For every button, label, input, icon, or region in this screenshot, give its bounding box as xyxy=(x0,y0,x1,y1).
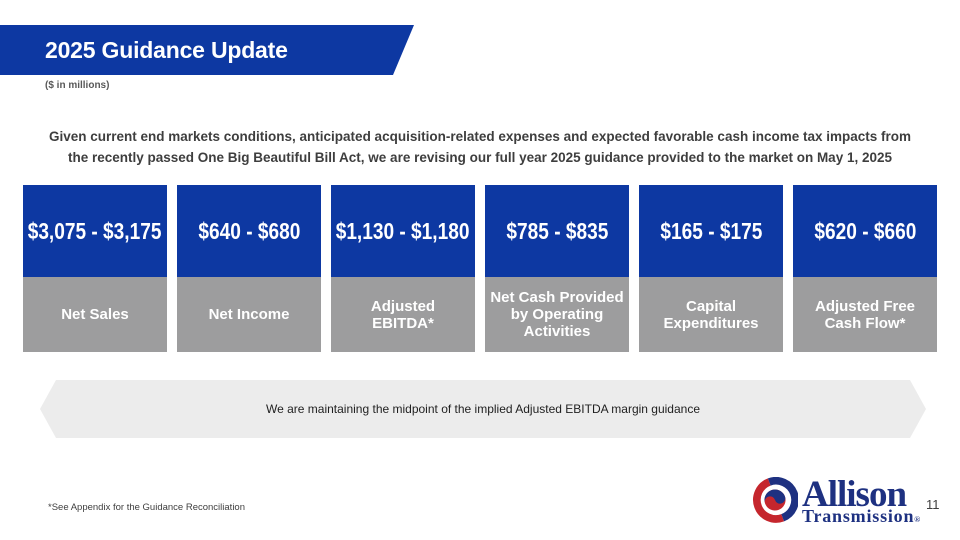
guidance-label-panel: Capital Expenditures xyxy=(639,277,783,352)
guidance-box-net-income: $640 - $680 Net Income xyxy=(177,185,321,352)
intro-paragraph: Given current end markets conditions, an… xyxy=(48,129,912,165)
guidance-metric: Net Cash Provided by Operating Activitie… xyxy=(490,289,624,340)
units-note: ($ in millions) xyxy=(45,80,110,91)
guidance-range: $3,075 - $3,175 xyxy=(28,217,162,244)
guidance-range: $785 - $835 xyxy=(506,217,608,244)
allison-emblem-icon xyxy=(753,477,798,523)
guidance-value-panel: $165 - $175 xyxy=(639,185,783,277)
guidance-metric: Capital Expenditures xyxy=(663,297,759,332)
guidance-boxes: $3,075 - $3,175 Net Sales $640 - $680 Ne… xyxy=(23,185,937,352)
guidance-label-panel: Net Income xyxy=(177,277,321,352)
guidance-box-operating-cash: $785 - $835 Net Cash Provided by Operati… xyxy=(485,185,629,352)
page-number: 11 xyxy=(926,497,940,512)
guidance-box-adjusted-ebitda: $1,130 - $1,180 Adjusted EBITDA* xyxy=(331,185,475,352)
guidance-label-panel: Adjusted EBITDA* xyxy=(331,277,475,352)
guidance-label-panel: Net Cash Provided by Operating Activitie… xyxy=(485,277,629,352)
registered-mark: ® xyxy=(914,515,921,524)
guidance-box-net-sales: $3,075 - $3,175 Net Sales xyxy=(23,185,167,352)
footnote: *See Appendix for the Guidance Reconcili… xyxy=(48,502,245,513)
guidance-box-adjusted-free-cash-flow: $620 - $660 Adjusted Free Cash Flow* xyxy=(793,185,937,352)
page-title: 2025 Guidance Update xyxy=(45,36,288,63)
callout-banner: We are maintaining the midpoint of the i… xyxy=(40,380,926,438)
guidance-value-panel: $1,130 - $1,180 xyxy=(331,185,475,277)
logo-allison-text: Allison xyxy=(802,474,907,515)
guidance-value-panel: $785 - $835 xyxy=(485,185,629,277)
callout-text: We are maintaining the midpoint of the i… xyxy=(265,402,701,416)
allison-transmission-logo: Allison Transmission® xyxy=(752,476,920,525)
guidance-metric: Adjusted Free Cash Flow* xyxy=(814,297,916,332)
guidance-value-panel: $640 - $680 xyxy=(177,185,321,277)
guidance-metric: Net Income xyxy=(208,306,290,323)
guidance-metric: Net Sales xyxy=(61,306,129,323)
guidance-range: $1,130 - $1,180 xyxy=(336,217,470,244)
guidance-value-panel: $3,075 - $3,175 xyxy=(23,185,167,277)
guidance-metric: Adjusted EBITDA* xyxy=(370,297,436,332)
logo-transmission-text: Transmission® xyxy=(802,506,921,526)
guidance-range: $165 - $175 xyxy=(660,217,762,244)
title-banner: 2025 Guidance Update xyxy=(0,25,414,75)
guidance-range: $620 - $660 xyxy=(814,217,916,244)
logo-wordmark: Allison Transmission® xyxy=(802,476,920,525)
guidance-label-panel: Adjusted Free Cash Flow* xyxy=(793,277,937,352)
guidance-box-capital-expenditures: $165 - $175 Capital Expenditures xyxy=(639,185,783,352)
guidance-range: $640 - $680 xyxy=(198,217,300,244)
guidance-label-panel: Net Sales xyxy=(23,277,167,352)
guidance-value-panel: $620 - $660 xyxy=(793,185,937,277)
